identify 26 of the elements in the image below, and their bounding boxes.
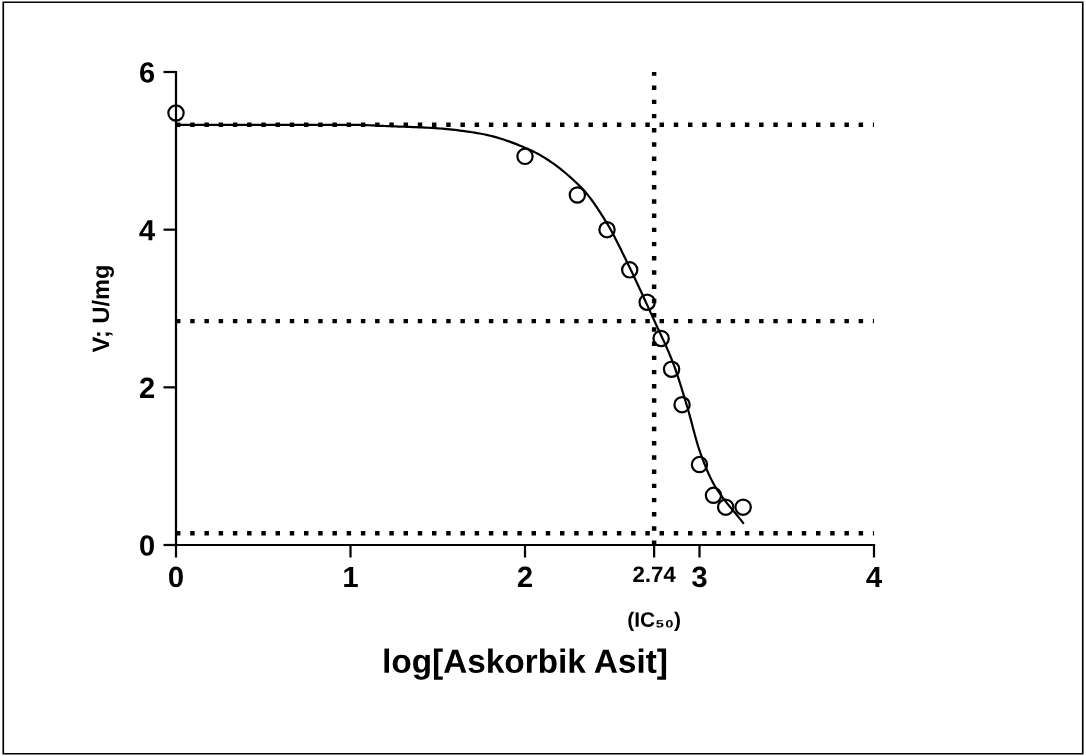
x-tick-label: 2.74 [633, 566, 676, 582]
point [662, 360, 681, 378]
point [620, 261, 639, 279]
y-axis-title: V; U/mg [91, 266, 114, 353]
text: (IC₅₀) [628, 611, 680, 632]
point [716, 498, 735, 516]
x-tick-label: 0 [169, 566, 183, 588]
x-tick-label: 1 [344, 566, 358, 587]
point [638, 293, 656, 311]
x-tick-label: 4 [866, 566, 882, 587]
point [167, 104, 185, 122]
point [734, 498, 752, 516]
point [568, 186, 587, 204]
x-tick-label: 3 [692, 566, 707, 588]
x-tick-label: 2 [517, 566, 532, 587]
point [673, 395, 691, 414]
point [598, 220, 616, 239]
point [690, 455, 709, 474]
point [516, 147, 534, 166]
y-tick-label: 2 [139, 377, 154, 398]
point [704, 486, 723, 505]
point [652, 329, 670, 348]
y-tick-label: 6 [140, 62, 155, 83]
x-axis-title: log[Askorbik Asit] [384, 648, 667, 680]
y-tick-label: 4 [139, 220, 156, 241]
y-tick-label: 0 [140, 535, 154, 556]
